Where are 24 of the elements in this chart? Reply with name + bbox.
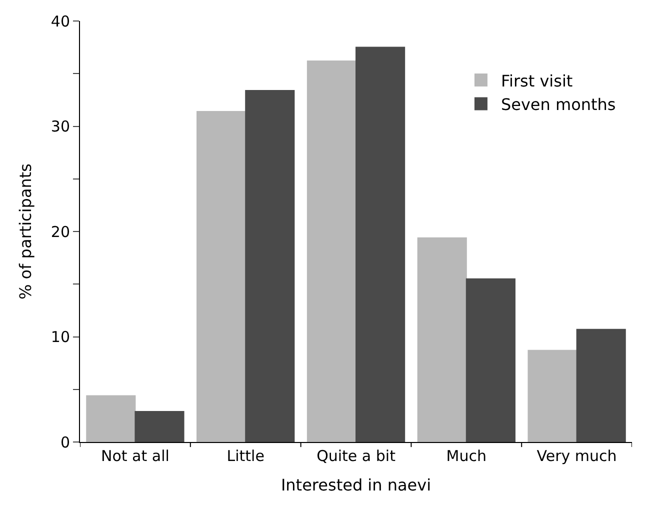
y-tick-label: 10	[50, 328, 70, 346]
y-axis-title: % of participants	[16, 163, 35, 300]
x-tick-label: Very much	[536, 447, 617, 465]
legend-label: Seven months	[500, 95, 616, 114]
bar	[417, 237, 467, 442]
bar	[196, 111, 246, 442]
bar	[134, 410, 184, 442]
y-tick-label: 0	[60, 433, 70, 452]
bar	[528, 350, 578, 442]
x-axis-title: Interested in naevi	[280, 476, 432, 495]
legend-label: First visit	[500, 71, 573, 90]
y-tick-label: 20	[50, 222, 70, 241]
bar	[356, 46, 406, 442]
x-tick-label: Not at all	[100, 447, 170, 465]
bar	[245, 90, 295, 442]
bar	[86, 395, 136, 442]
y-tick-label: 30	[50, 118, 70, 136]
x-tick-label: Little	[226, 447, 264, 465]
x-tick-label: Quite a bit	[316, 447, 396, 465]
y-tick-label: 40	[50, 12, 70, 30]
bar	[576, 328, 626, 442]
x-tick-label: Much	[446, 447, 486, 465]
bar	[466, 278, 516, 442]
bar	[306, 60, 356, 442]
